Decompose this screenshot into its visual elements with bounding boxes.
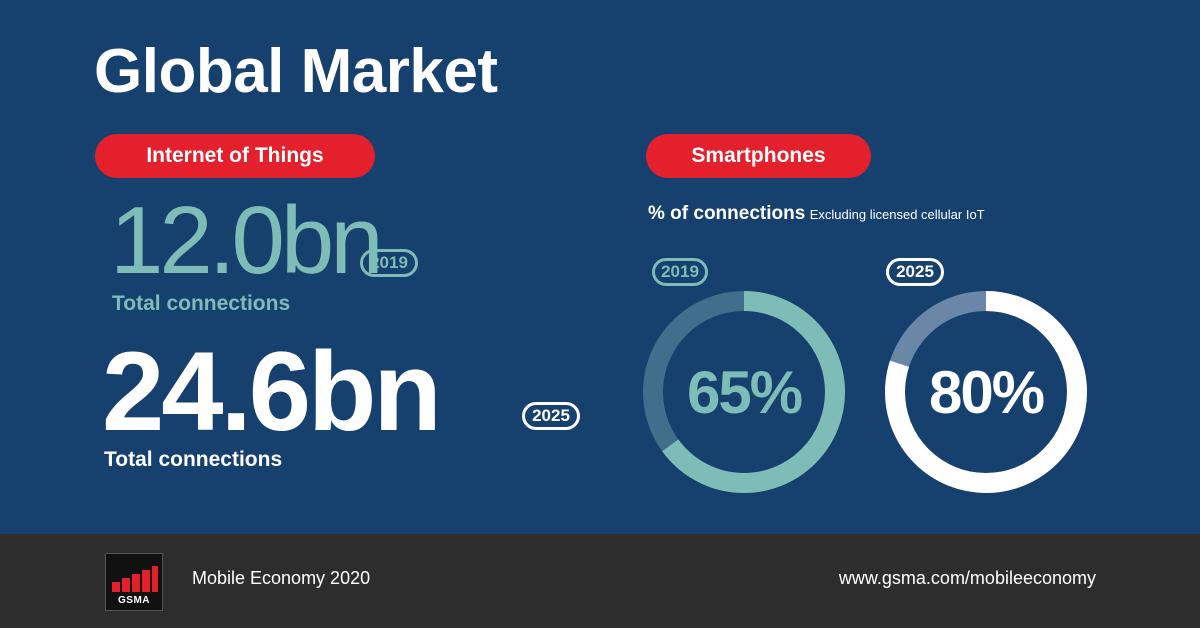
donut-2025-year-tag: 2025 [886, 258, 944, 286]
donut-2019-arc [643, 291, 845, 493]
infographic-panel: Global Market Internet of Things Smartph… [0, 0, 1200, 534]
gsma-logo: GSMA [105, 553, 163, 611]
report-url[interactable]: www.gsma.com/mobileeconomy [838, 568, 1096, 588]
iot-2025-label: Total connections [104, 448, 283, 471]
footer-bar: GSMA Mobile Economy 2020 www.gsma.com/mo… [0, 534, 1200, 628]
gsma-logo-wordmark: GSMA [118, 595, 150, 606]
page-title: Global Market [94, 37, 498, 106]
donut-chart-2019: 65% [640, 288, 848, 496]
connections-subtitle-main: % of connections [648, 203, 806, 224]
iot-section-badge: Internet of Things [95, 134, 375, 178]
gsma-logo-bars [112, 564, 158, 592]
donut-2019-value-label: 65% [686, 358, 803, 426]
smartphones-section-badge: Smartphones [646, 134, 871, 178]
connections-subtitle: % of connections Excluding licensed cell… [648, 203, 985, 225]
report-name: Mobile Economy 2020 [192, 568, 371, 588]
connections-subtitle-note: Excluding licensed cellular IoT [809, 207, 985, 222]
donut-2019-year-tag: 2019 [652, 258, 708, 286]
donut-chart-2025: 80% [882, 288, 1090, 496]
iot-2019-year-tag: 2019 [360, 249, 418, 277]
donut-2025-value-label: 80% [928, 358, 1045, 426]
iot-2019-value: 12.0bn [110, 187, 384, 294]
iot-2025-value: 24.6bn [102, 329, 442, 454]
donut-2025-arc [885, 291, 1087, 493]
iot-2019-label: Total connections [112, 292, 291, 315]
iot-2025-year-tag: 2025 [522, 402, 580, 430]
